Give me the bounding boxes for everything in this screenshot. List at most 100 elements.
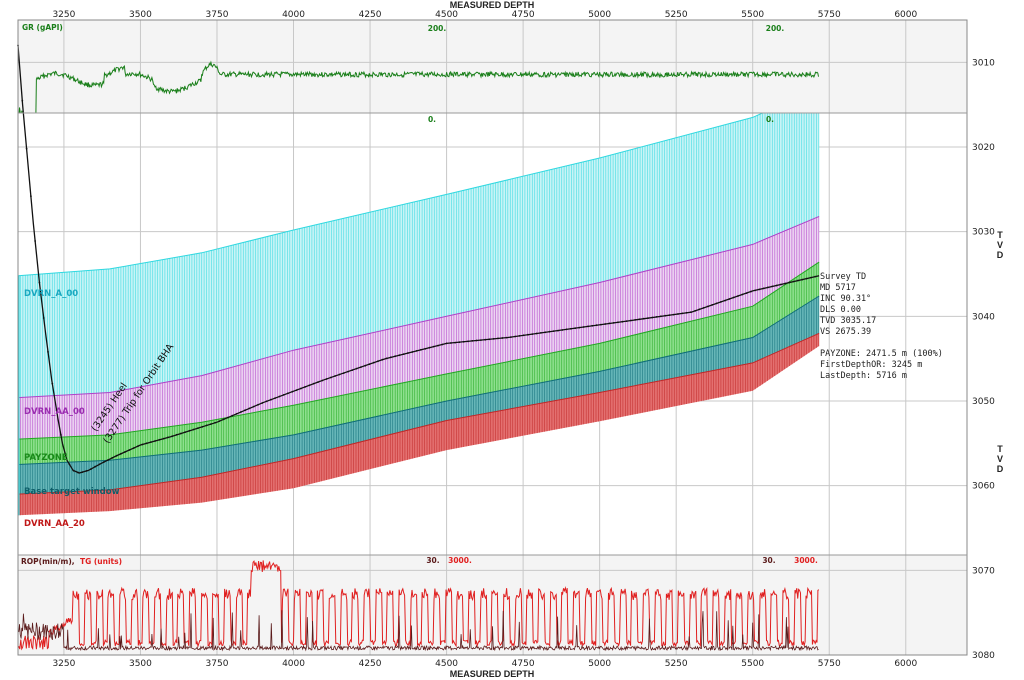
survey-station-point — [518, 335, 521, 337]
survey-station-point — [647, 317, 649, 319]
survey-station-point — [175, 433, 178, 436]
survey-station-point — [724, 299, 727, 302]
x-tick-label-bottom: 4250 — [359, 659, 382, 669]
survey-station-point — [274, 397, 276, 399]
survey-station-point — [192, 428, 195, 431]
x-tick-label-bottom: 5500 — [741, 659, 764, 669]
zone-band — [18, 262, 820, 465]
survey-station-point — [702, 307, 705, 309]
survey-station-point — [454, 341, 457, 344]
survey-station-point — [660, 315, 662, 318]
survey-info-line: MD 5717 — [820, 283, 856, 293]
plot-frame — [17, 19, 968, 656]
survey-station-point — [321, 379, 324, 382]
survey-info-line: TVD 3035.17 — [820, 316, 876, 326]
survey-station-point — [445, 342, 448, 345]
survey-station-point — [767, 286, 769, 289]
survey-station-point — [124, 451, 126, 453]
survey-station-point — [471, 340, 474, 342]
survey-station-point — [685, 311, 688, 314]
survey-station-point — [244, 409, 247, 412]
survey-station-point — [462, 340, 465, 343]
tg-scale-label-1: 3000. — [448, 556, 472, 565]
survey-station-point — [377, 360, 379, 363]
survey-station-point — [754, 289, 757, 292]
survey-station-point — [150, 441, 152, 443]
survey-station-point — [728, 298, 731, 300]
survey-station-point — [368, 363, 371, 366]
zone-hatch — [18, 333, 820, 516]
survey-station-point — [287, 392, 289, 395]
survey-station-point — [270, 398, 272, 401]
tg-scale-label-2: 3000. — [794, 556, 818, 565]
survey-station-point — [351, 369, 354, 371]
survey-station-point — [398, 354, 401, 357]
x-tick-label-top: 5250 — [665, 10, 688, 20]
survey-station-point — [617, 321, 619, 324]
rop-tg-track — [18, 560, 820, 652]
zone-label-payzone: PAYZONE — [24, 453, 68, 463]
survey-station-point — [814, 275, 817, 278]
survey-station-point — [257, 403, 259, 406]
survey-station-point — [381, 358, 384, 361]
rop-track-label: ROP(min/m), — [21, 557, 75, 566]
survey-station-point — [672, 313, 675, 316]
survey-station-point — [801, 278, 804, 281]
survey-station-point — [604, 323, 607, 325]
survey-station-point — [360, 366, 362, 368]
rop-scale-label-1: 30. — [426, 556, 439, 565]
survey-station-point — [145, 442, 148, 445]
survey-station-point — [711, 304, 714, 306]
x-tick-label-bottom: 5750 — [818, 659, 841, 669]
survey-station-point — [372, 361, 375, 364]
survey-station-point — [535, 332, 538, 335]
survey-station-point — [792, 280, 795, 283]
survey-station-point — [510, 336, 512, 338]
survey-station-point — [651, 316, 654, 319]
y-tick-label: 3050 — [972, 397, 995, 407]
zone-top-line — [18, 261, 820, 440]
survey-station-point — [544, 331, 547, 334]
survey-station-point — [347, 370, 349, 373]
survey-station-point — [252, 405, 255, 408]
x-axis-title-top: MEASURED DEPTH — [450, 0, 535, 10]
survey-station-point — [231, 414, 234, 417]
zone-label-dvrn-aa-20: DVRN_AA_20 — [24, 519, 85, 529]
survey-station-point — [81, 471, 84, 473]
survey-station-point — [115, 454, 118, 457]
bottom-track-background — [18, 555, 967, 655]
survey-station-point — [557, 329, 559, 332]
survey-station-point — [467, 340, 469, 343]
x-tick-label-top: 4750 — [512, 10, 535, 20]
y-tick-label: 3080 — [972, 651, 995, 661]
survey-station-point — [180, 432, 182, 435]
survey-station-point — [762, 287, 765, 290]
x-tick-label-top: 3500 — [129, 10, 152, 20]
x-tick-label-bottom: 6000 — [894, 659, 917, 669]
gr-curve — [18, 60, 819, 113]
survey-station-point — [570, 327, 572, 330]
survey-info-line: LastDepth: 5716 m — [820, 371, 907, 381]
survey-station-point — [355, 367, 358, 370]
survey-station-point — [664, 314, 667, 317]
survey-station-point — [235, 413, 238, 415]
survey-station-point — [634, 319, 637, 321]
survey-station-point — [415, 350, 418, 352]
survey-station-point — [715, 302, 718, 305]
y-tick-label: 3010 — [972, 58, 995, 68]
survey-station-point — [775, 284, 778, 287]
zone-band — [18, 296, 820, 495]
y-tick-label: 3070 — [972, 566, 995, 576]
survey-station-point — [608, 322, 611, 325]
survey-station-point — [201, 425, 204, 428]
zone-hatch — [18, 113, 820, 398]
survey-station-point — [214, 421, 217, 424]
survey-station-point — [595, 324, 598, 327]
survey-station-point — [810, 276, 812, 279]
tg-track-label: TG (units) — [80, 557, 122, 566]
survey-station-point — [531, 333, 534, 335]
x-tick-label-top: 5750 — [818, 10, 841, 20]
survey-station-point — [51, 382, 54, 385]
survey-station-point — [325, 378, 328, 380]
